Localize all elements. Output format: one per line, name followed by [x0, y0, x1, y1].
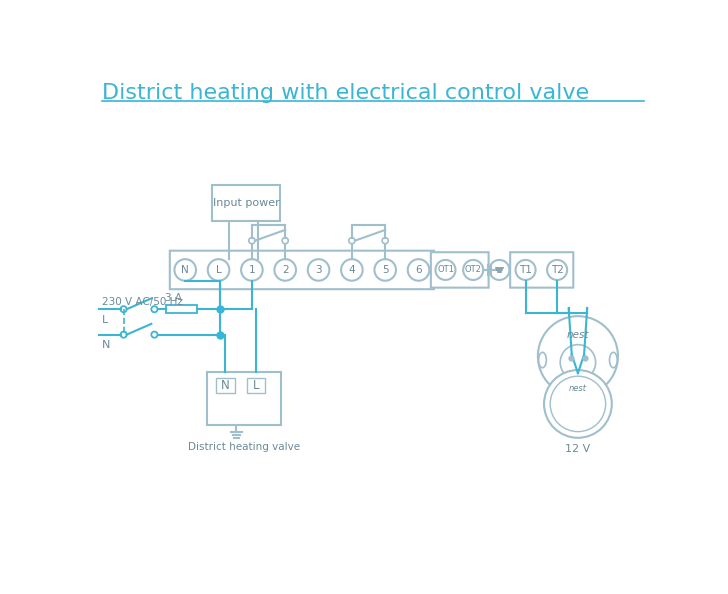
Circle shape	[249, 238, 255, 244]
Text: OT1: OT1	[437, 266, 454, 274]
Text: District heating valve: District heating valve	[188, 442, 300, 452]
Text: L: L	[215, 265, 221, 275]
Circle shape	[547, 260, 567, 280]
Text: 3: 3	[315, 265, 322, 275]
Text: N: N	[221, 379, 229, 392]
Text: T1: T1	[519, 265, 532, 275]
Text: District heating with electrical control valve: District heating with electrical control…	[102, 83, 589, 103]
Circle shape	[308, 259, 329, 281]
Circle shape	[207, 259, 229, 281]
Text: T2: T2	[550, 265, 563, 275]
Circle shape	[175, 259, 196, 281]
FancyBboxPatch shape	[166, 305, 197, 313]
FancyBboxPatch shape	[207, 372, 282, 425]
Text: L: L	[102, 315, 108, 325]
Text: N: N	[102, 340, 111, 350]
Text: 2: 2	[282, 265, 288, 275]
Ellipse shape	[609, 352, 617, 368]
Circle shape	[274, 259, 296, 281]
FancyBboxPatch shape	[170, 251, 434, 289]
Text: 230 V AC/50 Hz: 230 V AC/50 Hz	[102, 296, 183, 307]
FancyBboxPatch shape	[569, 373, 587, 386]
FancyBboxPatch shape	[212, 185, 280, 222]
Circle shape	[538, 316, 618, 396]
Circle shape	[282, 238, 288, 244]
Circle shape	[463, 260, 483, 280]
Text: N: N	[181, 265, 189, 275]
Text: nest: nest	[566, 330, 589, 340]
Text: L: L	[253, 379, 259, 392]
Circle shape	[550, 376, 606, 432]
Circle shape	[151, 306, 157, 312]
Text: 1: 1	[248, 265, 256, 275]
Text: 12 V: 12 V	[566, 444, 590, 454]
Circle shape	[121, 331, 127, 338]
Text: Input power: Input power	[213, 198, 280, 208]
FancyBboxPatch shape	[216, 378, 234, 393]
Circle shape	[435, 260, 456, 280]
FancyBboxPatch shape	[431, 252, 488, 287]
Circle shape	[374, 259, 396, 281]
Text: 4: 4	[349, 265, 355, 275]
Text: OT2: OT2	[464, 266, 482, 274]
Circle shape	[349, 238, 355, 244]
Text: nest: nest	[569, 384, 587, 393]
Circle shape	[241, 259, 263, 281]
Text: 5: 5	[382, 265, 389, 275]
Circle shape	[382, 238, 388, 244]
FancyBboxPatch shape	[247, 378, 265, 393]
Circle shape	[121, 306, 127, 312]
Text: 6: 6	[415, 265, 422, 275]
Circle shape	[341, 259, 363, 281]
Circle shape	[151, 331, 157, 338]
Circle shape	[561, 345, 596, 380]
Circle shape	[515, 260, 536, 280]
Text: 3 A: 3 A	[165, 293, 182, 303]
Circle shape	[408, 259, 430, 281]
Ellipse shape	[539, 352, 546, 368]
Circle shape	[544, 370, 612, 438]
FancyBboxPatch shape	[510, 252, 574, 287]
Circle shape	[489, 260, 510, 280]
